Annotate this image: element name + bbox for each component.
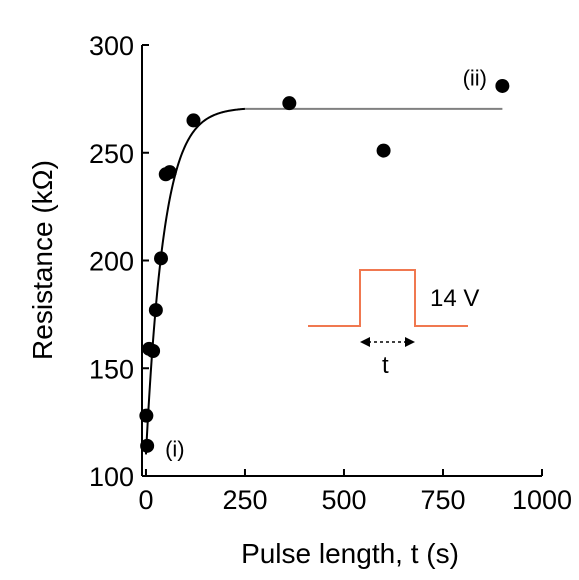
data-point (148, 303, 163, 318)
pulse-inset (308, 269, 468, 347)
fit-curve (144, 107, 503, 455)
data-point (282, 96, 297, 111)
y-tick-label: 150 (89, 354, 134, 384)
x-tick-label: 750 (420, 485, 465, 515)
duration-arrow-left-head (360, 337, 370, 347)
data-points (139, 78, 510, 453)
data-point (140, 438, 155, 453)
x-tick-label: 250 (222, 485, 267, 515)
data-point (186, 113, 201, 128)
x-axis-title: Pulse length, t (s) (241, 538, 459, 569)
data-point (146, 344, 161, 359)
annotation-ii: (ii) (463, 66, 487, 91)
y-tick-label: 250 (89, 139, 134, 169)
x-tick-label: 500 (321, 485, 366, 515)
inset-duration-label: t (382, 352, 389, 379)
data-point (495, 78, 510, 93)
duration-arrow-right-head (405, 337, 415, 347)
data-point (162, 165, 177, 180)
pulse-waveform (308, 269, 468, 327)
data-point (376, 143, 391, 158)
data-point (139, 408, 154, 423)
data-point (154, 251, 169, 266)
fit-curve-rise (144, 107, 246, 455)
y-tick-label: 200 (89, 247, 134, 277)
x-tick-label: 0 (138, 485, 153, 515)
labels: Pulse length, t (s) Resistance (kΩ) (i) … (27, 66, 487, 569)
x-tick-label: 1000 (512, 485, 572, 515)
y-tick-label: 300 (89, 31, 134, 61)
inset-voltage-label: 14 V (430, 285, 479, 312)
ticks: 0 250 500 750 1000 100 150 200 250 300 (89, 31, 572, 515)
annotation-i: (i) (165, 436, 185, 461)
y-axis-title: Resistance (kΩ) (27, 160, 58, 360)
y-tick-label: 100 (89, 462, 134, 492)
